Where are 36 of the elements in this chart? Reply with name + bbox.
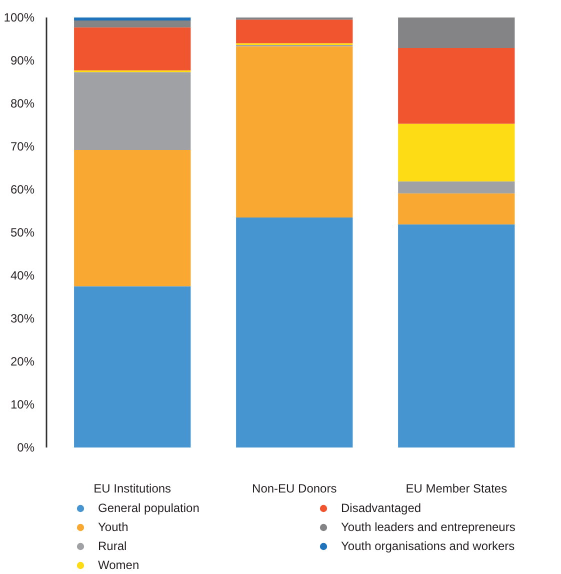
y-tick-label: 40%	[10, 268, 35, 282]
legend-label: Women	[98, 557, 140, 574]
y-tick-label: 10%	[10, 398, 35, 412]
bar	[74, 18, 191, 21]
y-tick-label: 20%	[10, 354, 35, 368]
bar	[398, 224, 515, 448]
bar	[398, 193, 515, 224]
bar	[398, 181, 515, 194]
legend-label: Rural	[98, 538, 127, 555]
x-tick-label: Non-EU Donors	[252, 482, 337, 496]
legend-label: General population	[98, 500, 200, 517]
x-tick-label: EU Institutions	[94, 482, 172, 496]
bar	[236, 20, 353, 44]
bar	[398, 18, 515, 48]
bar	[74, 27, 191, 70]
y-tick-label: 30%	[10, 312, 35, 326]
y-tick-label: 50%	[10, 226, 35, 240]
bar	[398, 48, 515, 124]
bar	[74, 150, 191, 286]
bar	[74, 286, 191, 448]
y-tick-label: 80%	[10, 96, 35, 110]
x-tick-label: EU Member States	[406, 482, 508, 496]
legend-label: Youth	[98, 519, 128, 536]
y-tick-label: 70%	[10, 140, 35, 154]
bar	[398, 124, 515, 182]
y-tick-label: 90%	[10, 54, 35, 68]
bar	[236, 217, 353, 448]
y-tick-label: 100%	[4, 10, 35, 24]
y-tick-label: 0%	[17, 440, 35, 454]
bar	[74, 72, 191, 150]
bar	[74, 20, 191, 28]
bar	[236, 46, 353, 218]
legend-label: Youth leaders and entrepreneurs	[341, 519, 516, 536]
y-tick-label: 60%	[10, 182, 35, 196]
legend-label: Youth organisations and workers	[341, 538, 515, 555]
legend-label: Disadvantaged	[341, 500, 422, 517]
